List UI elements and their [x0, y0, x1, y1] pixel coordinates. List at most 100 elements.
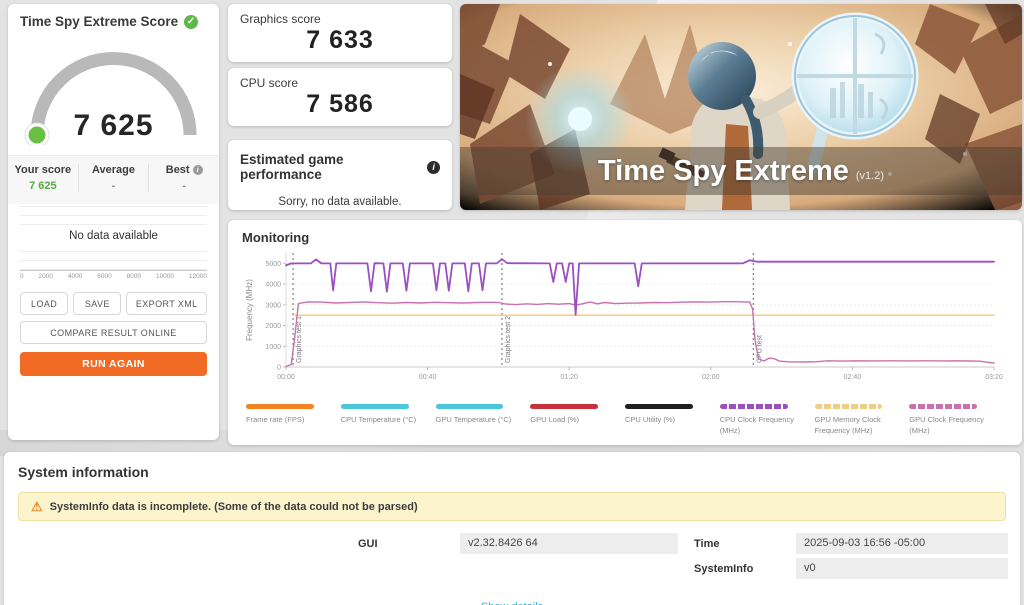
- system-information-title: System information: [18, 464, 149, 480]
- score-distribution-chart: No data available: [20, 206, 207, 270]
- legend-item[interactable]: GPU Clock Frequency (MHz): [909, 404, 1004, 437]
- run-again-button[interactable]: RUN AGAIN: [20, 352, 207, 376]
- distribution-axis-tick: 4000: [67, 273, 83, 280]
- x-tick-label: 00:40: [419, 374, 437, 381]
- system-information-panel: System information ⚠ SystemInfo data is …: [4, 452, 1020, 605]
- gauge-indicator-dot: [28, 126, 46, 144]
- y-tick-label: 4000: [265, 282, 281, 289]
- legend-label: GPU Temperature (°C): [435, 415, 512, 424]
- score-comparison-row: Your score 7 625 Average - Best i -: [8, 155, 219, 204]
- y-tick-label: 5000: [265, 261, 281, 268]
- systeminfo-label: SystemInfo: [694, 562, 754, 575]
- save-button[interactable]: SAVE: [73, 292, 122, 315]
- legend-swatch: [719, 404, 788, 409]
- distribution-axis-tick: 6000: [97, 273, 112, 280]
- legend-label: CPU Utility (%): [625, 415, 675, 424]
- systeminfo-warning-banner: ⚠ SystemInfo data is incomplete. (Some o…: [18, 492, 1006, 521]
- time-value: 2025-09-03 16:56 -05:00: [796, 533, 1008, 554]
- warning-text: SystemInfo data is incomplete. (Some of …: [49, 500, 418, 513]
- estimated-no-data-text: Sorry, no data available.: [278, 196, 402, 208]
- valid-check-icon: ✓: [184, 14, 199, 29]
- your-score-value: 7 625: [29, 180, 57, 192]
- gauge-arc: [24, 52, 197, 148]
- monitoring-legend: Frame rate (FPS) CPU Temperature (°C) GPU …: [242, 404, 1008, 437]
- legend-swatch: [246, 404, 314, 409]
- legend-label: GPU Load (%): [530, 415, 580, 424]
- hero-lens: [791, 12, 919, 174]
- load-button[interactable]: LOAD: [20, 292, 69, 315]
- y-tick-label: 3000: [265, 302, 281, 309]
- average-score-column: Average -: [79, 164, 150, 192]
- x-tick-label: 01:20: [560, 374, 578, 381]
- distribution-axis-tick: 12000: [188, 273, 207, 280]
- graphics-score-card: Graphics score 7 633: [228, 4, 452, 62]
- y-tick-label: 0: [277, 365, 281, 372]
- series-gpu-clock-frequency-mhz-: [285, 301, 995, 368]
- x-tick-label: 02:00: [702, 374, 720, 381]
- legend-swatch: [340, 404, 409, 409]
- legend-label: CPU Clock Frequency (MHz): [719, 415, 794, 436]
- legend-label: CPU Temperature (°C): [340, 415, 417, 424]
- legend-item[interactable]: CPU Temperature (°C): [340, 404, 436, 437]
- average-label: Average: [92, 164, 136, 176]
- overall-score: 7 625: [73, 109, 154, 142]
- gui-label: GUI: [358, 537, 378, 550]
- legend-item[interactable]: CPU Utility (%): [625, 404, 720, 437]
- hero-astronaut: [658, 42, 815, 210]
- best-label-text: Best: [165, 164, 190, 176]
- your-score-column: Your score 7 625: [8, 164, 79, 192]
- estimated-info-icon[interactable]: i: [427, 160, 440, 174]
- y-tick-label: 1000: [265, 344, 281, 351]
- score-gauge: 7 625: [20, 33, 207, 148]
- export-xml-button[interactable]: EXPORT XML: [126, 292, 207, 315]
- compare-result-online-button[interactable]: COMPARE RESULT ONLINE: [20, 321, 207, 344]
- hero-version: (v1.2): [855, 170, 885, 182]
- graphics-score-label: Graphics score: [240, 12, 321, 26]
- estimated-performance-title: Estimated game performance: [240, 152, 344, 182]
- cpu-score-label: CPU score: [240, 76, 299, 90]
- best-info-icon[interactable]: i: [192, 165, 203, 175]
- x-tick-label: 00:00: [277, 374, 295, 381]
- legend-label: GPU Clock Frequency (MHz): [909, 415, 984, 436]
- gui-value: v2.32.8426 64: [460, 533, 678, 554]
- systeminfo-value: v0: [796, 558, 1008, 579]
- legend-swatch: [435, 404, 504, 409]
- legend-item[interactable]: GPU Memory Clock Frequency (MHz): [814, 404, 910, 437]
- legend-item[interactable]: CPU Clock Frequency (MHz): [719, 404, 815, 437]
- cpu-score-value: 7 586: [306, 90, 374, 118]
- score-panel-title: Time Spy Extreme Score ✓: [20, 14, 207, 29]
- legend-swatch: [530, 404, 599, 409]
- x-tick-label: 02:40: [844, 374, 862, 381]
- monitoring-title: Monitoring: [242, 230, 310, 245]
- hero-artwork: [460, 4, 1022, 210]
- distribution-axis-tick: 8000: [126, 273, 142, 280]
- legend-swatch: [814, 404, 883, 409]
- test-section-label: Graphics test 2: [505, 316, 512, 363]
- distribution-axis-tick: 0: [20, 273, 24, 280]
- distribution-axis: 0 2000 4000 6000 8000 10000 12000: [20, 270, 207, 280]
- legend-swatch: [909, 404, 978, 409]
- show-details-link[interactable]: Show details: [18, 601, 1006, 605]
- legend-item[interactable]: GPU Load (%): [530, 404, 625, 437]
- legend-item[interactable]: GPU Temperature (°C): [435, 404, 531, 437]
- cpu-score-card: CPU score 7 586: [228, 68, 452, 126]
- best-label: Best i: [149, 164, 219, 176]
- distribution-axis-tick: 2000: [38, 273, 53, 280]
- legend-label: GPU Memory Clock Frequency (MHz): [814, 415, 881, 436]
- legend-item[interactable]: Frame rate (FPS): [246, 404, 341, 437]
- benchmark-hero-banner: Time Spy Extreme (v1.2): [460, 4, 1022, 210]
- best-score-column: Best i -: [149, 164, 219, 192]
- your-score-label: Your score: [14, 164, 72, 176]
- hero-title: Time Spy Extreme: [597, 154, 849, 187]
- test-section-label: Graphics test 1: [296, 316, 303, 363]
- legend-swatch: [625, 404, 693, 409]
- distribution-axis-tick: 10000: [155, 273, 175, 280]
- hero-title-band: Time Spy Extreme (v1.2): [460, 147, 1022, 195]
- x-tick-label: 03:20: [985, 374, 1003, 381]
- time-label: Time: [694, 537, 720, 550]
- system-info-fields: GUI v2.32.8426 64 Time 2025-09-03 16:56 …: [358, 533, 1008, 579]
- test-section-label: CPU test: [756, 335, 763, 363]
- monitoring-panel: Monitoring 0 1000 2000 3000 4000 5000 00:00 00:…: [228, 220, 1022, 445]
- score-panel: Time Spy Extreme Score ✓ 7 625 Your scor…: [8, 4, 219, 440]
- best-value: -: [182, 180, 187, 192]
